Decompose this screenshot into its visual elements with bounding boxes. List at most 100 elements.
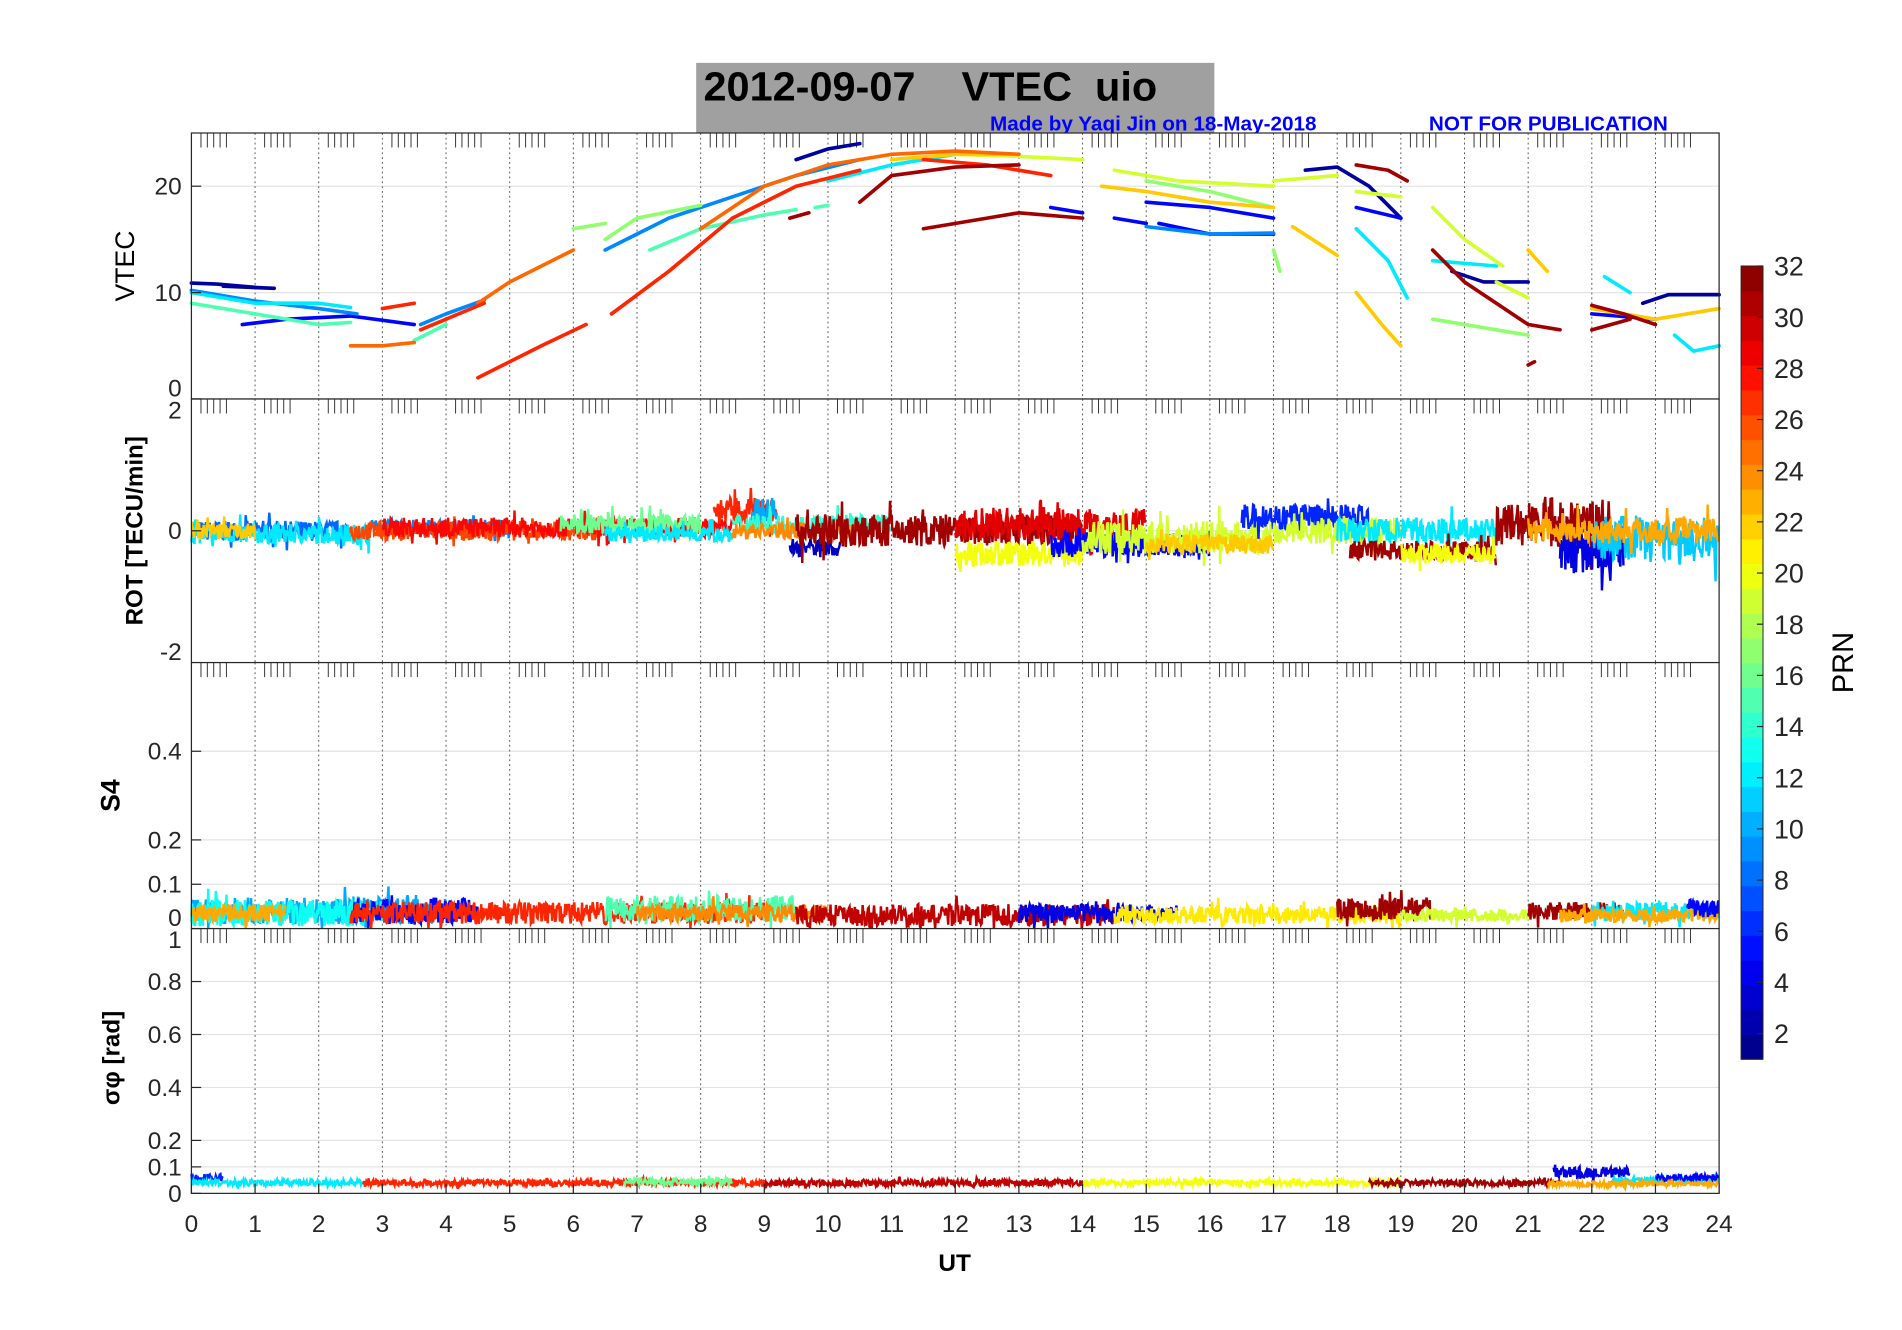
rot-trace-prn-22 [1144,529,1275,561]
colorbar-segment [1741,588,1764,614]
colorbar-segment [1741,340,1764,366]
vtec-trace-prn-5 [1354,205,1403,220]
vtec-trace-prn-2 [1449,269,1530,284]
colorbar-segment [1741,489,1764,515]
s4-trace-prn-5 [1686,896,1720,918]
colorbar-segment [1741,662,1764,688]
vtec-trace-prn-15 [189,301,353,327]
panel-s4: 0 0.1 0.2 0.4 S4 [95,661,1721,932]
x-tick-label: 9 [758,1211,772,1238]
x-tick-label: 24 [1706,1211,1733,1238]
credit-text: Made by Yaqi Jin on 18-May-2018 [990,113,1317,136]
colorbar-tick-label: 10 [1774,815,1804,845]
rot-trace-prn-3 [788,538,842,558]
x-tick-label: 15 [1133,1211,1160,1238]
sigma_phi-trace-prn-5 [1654,1170,1720,1185]
vtec-trace-prn-9 [418,298,487,327]
y-tick-label: 20 [155,174,182,201]
x-axis-label: UT [938,1250,971,1277]
x-tick-label: 17 [1260,1211,1287,1238]
panel-rot: -2 0 2 ROT [TECU/min] [122,397,1720,666]
y-tick-label: 0.6 [148,1022,182,1049]
colorbar-segment [1741,464,1764,490]
colorbar-tick-label: 26 [1774,405,1804,435]
x-tick-label: 14 [1069,1211,1096,1238]
x-tick-label: 3 [376,1211,390,1238]
colorbar-tick-label: 12 [1774,763,1804,793]
x-tick-label: 10 [814,1211,841,1238]
rot-trace-prn-10 [750,497,778,525]
vtec-trace-prn-31 [1526,359,1537,367]
colorbar-tick-label: 6 [1774,917,1789,947]
colorbar-tick-label: 30 [1774,303,1804,333]
vtec-trace-prn-9 [603,195,735,252]
colorbar-segment [1741,811,1764,837]
colorbar-segment [1741,439,1764,465]
vtec-trace-prn-31 [1589,303,1658,327]
vtec-trace-prn-25 [698,152,894,231]
x-tick-label: 12 [942,1211,969,1238]
vtec-trace-prn-17 [1430,317,1530,337]
vtec-trace-prn-31 [857,163,1021,204]
colorbar-tick-label: 20 [1774,559,1804,589]
colorbar-segment [1741,1009,1764,1035]
x-tick-label: 0 [185,1211,199,1238]
colorbar-frame [1740,265,1764,1060]
y-tick-label: 0 [168,1181,182,1208]
y-axis-label: S4 [95,779,125,812]
y-tick-label: -2 [160,639,182,666]
sigma_phi-trace-prn-16 [623,1173,734,1190]
colorbar-tick-label: 22 [1774,508,1804,538]
colorbar-segment [1741,860,1764,887]
colorbar-segment [1741,761,1764,788]
y-tick-label: 0 [168,905,182,932]
colorbar-tick-label: 8 [1774,866,1789,896]
vtec-trace-prn-2 [794,141,862,162]
colorbar-segment [1741,1034,1764,1060]
vtec-trace-prn-31 [921,210,1085,231]
vtec-trace-prn-17 [603,203,703,242]
colorbar-segment [1741,736,1764,763]
rot-trace-prn-20 [1400,536,1497,572]
colorbar-segment [1741,538,1764,565]
y-tick-label: 0.1 [148,1154,182,1181]
y-tick-label: 0 [168,376,182,403]
colorbar-segment [1741,984,1764,1011]
vtec-trace-prn-31 [1430,248,1562,332]
rot-trace-prn-12 [604,518,734,545]
sigma_phi-trace-prn-4 [1552,1163,1631,1183]
colorbar-segment [1741,935,1764,961]
y-tick-label: 0.4 [148,1075,182,1102]
rot-trace-prn-11 [1590,515,1720,582]
x-tick-label: 16 [1196,1211,1223,1238]
y-tick-label: 0 [168,518,182,545]
y-tick-label: 1 [168,927,182,954]
y-tick-label: 2 [168,397,182,424]
rot-trace-prn-22 [190,516,257,541]
vtec-trace-prn-27 [609,216,735,316]
rot-trace-prn-6 [1240,498,1370,539]
vtec-trace-prn-12 [189,290,353,310]
x-tick-label: 4 [439,1211,453,1238]
x-tick-label: 8 [694,1211,708,1238]
vtec-trace-prn-31 [1354,163,1410,183]
vtec-trace-prn-12 [1354,226,1410,300]
vtec-trace-prn-27 [476,322,588,380]
colorbar-segment [1741,910,1764,936]
colorbar-segment [1741,637,1764,664]
vtec-trace-prn-31 [787,210,811,220]
vtec-trace-prn-17 [571,221,607,231]
vtec-trace-prn-2 [1640,292,1721,306]
colorbar-segment [1741,836,1764,862]
s4-trace-prn-23 [1558,903,1721,928]
colorbar-segment [1741,786,1764,812]
vtec-trace-prn-15 [412,322,448,343]
panel-sigma_phi: 00.10.2 0.4 0.6 0.8 1 σφ [rad] [98,927,1720,1208]
colorbar-segment [1741,513,1764,540]
vtec-trace-prn-19 [1271,173,1340,183]
vtec-trace-prn-22 [1526,248,1550,274]
colorbar-label: PRN [1828,632,1860,693]
vtec-trace-prn-25 [348,340,417,348]
chart-title: 2012-09-07 VTEC uio [703,64,1157,110]
